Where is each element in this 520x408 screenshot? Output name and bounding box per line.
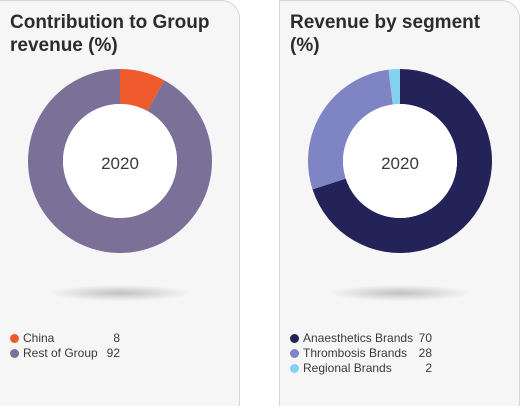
donut-hole [343,104,457,218]
legend-label: Regional Brands [303,361,392,375]
chart-title: Revenue by segment (%) [290,12,481,56]
donut-slice-anaesthetics-brands [312,69,492,253]
chart-card-china-contribution: Contribution to Group revenue (%) 2020 C… [0,0,240,406]
center-label: 2020 [101,154,139,173]
center-label: 2020 [381,154,419,173]
donut-slice-thrombosis-brands [308,69,393,190]
legend-value: 92 [106,346,120,360]
legend-label: Thrombosis Brands [303,346,408,360]
legend-swatch [10,334,19,343]
donut-chart: 2020 [308,69,492,253]
legend-swatch [290,349,299,358]
donut-chart: 2020 [27,69,212,253]
legend-label: Rest of Group [23,346,98,360]
legend-swatch [290,364,299,373]
donut-slice-rest-of-group [27,69,212,253]
donut-slice-china [120,69,165,112]
chart-shadow [330,285,470,301]
donut-hole [63,104,177,218]
legend-value: 8 [113,331,120,345]
legend-value: 28 [418,346,432,360]
legend-label: China [23,331,55,345]
legend-swatch [290,334,299,343]
legend-swatch [10,349,19,358]
chart-card-revenue-by-segment: Revenue by segment (%) 2020 Anaesthetics… [279,0,520,406]
chart-title: Contribution to Group revenue (%) [10,12,210,56]
legend-value: 70 [418,331,432,345]
chart-shadow [50,285,190,301]
legend-label: Anaesthetics Brands [303,331,414,345]
legend-value: 2 [425,361,432,375]
donut-slice-regional-brands [388,69,400,105]
